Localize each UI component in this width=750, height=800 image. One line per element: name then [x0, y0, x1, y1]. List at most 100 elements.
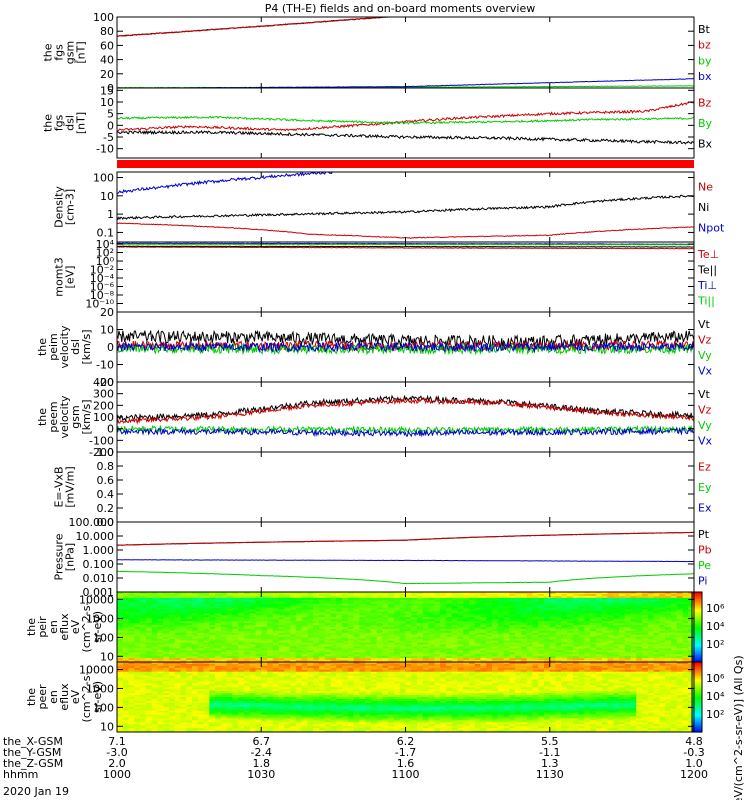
x-tick-label: 4.8: [685, 735, 703, 748]
colorbar-tick-label: 10⁶: [706, 672, 725, 685]
y-axis-label: the: [36, 338, 49, 356]
y-tick-label: 0.1: [97, 226, 115, 239]
series-line-peim-vel-blue: [117, 341, 694, 354]
y-tick-label: -10: [96, 143, 114, 156]
series-line-fgs-dsl-black: [117, 129, 694, 145]
y-tick-label: 0.0: [97, 516, 115, 529]
y-tick-label: -20: [96, 376, 114, 389]
y-axis-label: [cm-3]: [64, 189, 77, 225]
y-axis-label: [mV/m]: [64, 466, 77, 507]
series-line-peem-vel-green: [117, 424, 694, 435]
legend-entry: Ti||: [697, 294, 715, 307]
y-tick-label: 10⁻²: [90, 264, 114, 277]
y-axis-label: E=-VxB: [53, 466, 66, 507]
y-tick-label: -10: [96, 359, 114, 372]
y-axis-label: [nPa]: [64, 543, 77, 571]
plot-title: P4 (TH-E) fields and on-board moments ov…: [265, 2, 536, 15]
y-axis-label: the: [42, 114, 55, 132]
y-axis-label: the: [36, 408, 49, 426]
legend-entry: By: [698, 117, 713, 130]
y-axis-label: the: [25, 688, 38, 706]
legend-entry: Pe: [698, 559, 711, 572]
y-tick-label: 100.000: [69, 516, 115, 529]
y-axis-label: Pressure: [53, 533, 66, 580]
y-axis-label: eflux: [58, 613, 71, 641]
y-tick-label: 300: [93, 388, 114, 401]
x-axis-row-label: hhmm: [3, 768, 38, 781]
y-tick-label: 0.001: [83, 586, 115, 599]
y-tick-label: 10⁻⁴: [90, 272, 115, 285]
y-tick-label: 10⁻¹⁰: [85, 298, 114, 311]
colorbar-tick-label: 10²: [706, 638, 724, 651]
y-tick-label: 10: [100, 96, 114, 109]
panel-density: 100 10 1 0.1 Density[cm-3] Ne Ni Npot: [53, 171, 725, 243]
y-axis-label: peim: [47, 333, 60, 361]
y-tick-label: 1.0: [97, 446, 115, 459]
legend-entry: Ni: [698, 201, 709, 214]
colorbar-tick-label: 10⁴: [706, 620, 725, 633]
y-axis-label: [nT]: [75, 112, 88, 134]
y-axis-label: en: [47, 620, 60, 634]
y-tick-label: 0.4: [97, 488, 115, 501]
series-line-pressure-red: [117, 531, 694, 546]
y-axis-label: the: [25, 618, 38, 636]
x-tick-label: 2.0: [108, 757, 126, 770]
y-tick-label: 100: [93, 701, 114, 714]
y-tick-label: 10.000: [76, 530, 115, 543]
separator-bar: [117, 160, 694, 168]
colorbar-tick-label: 10²: [706, 708, 724, 721]
y-axis-label: peem: [47, 401, 60, 432]
x-axis-row-label: the_X-GSM: [3, 735, 63, 748]
x-tick-label: 1000: [103, 768, 131, 781]
y-axis-label: [eV]: [64, 266, 77, 289]
y-tick-label: 0: [107, 119, 114, 132]
y-axis-label: gsm: [64, 41, 77, 64]
date-label: 2020 Jan 19: [3, 785, 69, 798]
y-axis-label: peer: [36, 684, 49, 710]
y-tick-label: -100: [89, 434, 114, 447]
y-axis-label: eV: [69, 689, 82, 704]
y-tick-label: -5: [103, 131, 114, 144]
x-tick-label: 1130: [536, 768, 564, 781]
y-tick-label: 10⁴: [96, 238, 115, 251]
legend-entry: Te⊥: [697, 248, 719, 261]
y-axis-label: sr-eV): [91, 611, 104, 643]
y-axis-label: en: [47, 690, 60, 704]
y-axis-label: gsm: [69, 405, 82, 428]
legend-entry: Vz: [698, 403, 712, 416]
y-tick-label: 200: [93, 399, 114, 412]
legend-entry: Vy: [698, 419, 712, 432]
legend-entry: Bt: [698, 23, 711, 36]
legend-entry: Bx: [698, 138, 713, 151]
legend-entry: Vz: [698, 333, 712, 346]
legend-entry: bx: [698, 70, 712, 83]
series-line-pressure-green: [117, 570, 694, 585]
legend-entry: Pb: [698, 543, 712, 556]
y-tick-label: 10⁰: [96, 255, 115, 268]
legend-entry: Ex: [698, 502, 712, 515]
y-tick-label: 0: [107, 341, 114, 354]
y-tick-label: 400: [93, 376, 114, 389]
y-tick-label: 60: [100, 39, 114, 52]
y-tick-label: 40: [100, 54, 114, 67]
y-tick-label: 80: [100, 25, 114, 38]
panel-frame: [116, 16, 695, 89]
y-tick-label: 1000: [86, 682, 114, 695]
y-axis-label: sr-eV): [91, 681, 104, 713]
x-axis-row-label: the_Y-GSM: [3, 746, 61, 759]
legend-entry: Npot: [698, 222, 725, 235]
y-tick-label: 0.6: [97, 474, 115, 487]
spectrogram: [117, 592, 694, 662]
y-tick-label: 10: [100, 190, 114, 203]
legend-entry: Ti⊥: [697, 279, 717, 292]
series-line-fgs-dsl-red: [117, 101, 694, 132]
panel-frame: [116, 241, 695, 313]
y-axis-label: [km/s]: [80, 329, 93, 364]
y-tick-label: 100: [93, 11, 114, 24]
y-tick-label: 20: [100, 306, 114, 319]
series-line-pressure-blue: [117, 559, 694, 563]
x-tick-label: 1.0: [685, 757, 703, 770]
